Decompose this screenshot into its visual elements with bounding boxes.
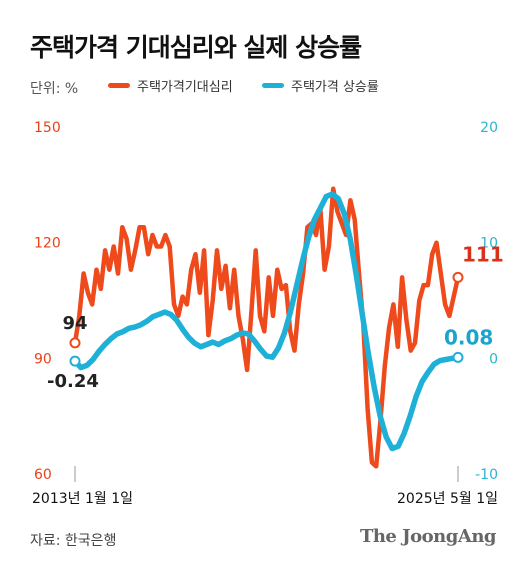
legend-swatch-expectation — [108, 83, 130, 88]
series-line-actual — [72, 191, 461, 452]
series-endpoints: 94 111 -0.24 0.08 — [47, 242, 504, 392]
x-axis: 2013년 1월 1일 2025년 5월 1일 — [32, 466, 498, 507]
x-label-end: 2025년 5월 1일 — [397, 491, 498, 507]
right-tick-label: -10 — [475, 467, 498, 483]
left-tick-label: 150 — [34, 120, 61, 136]
left-tick-label: 120 — [34, 236, 61, 252]
series-line-expectation — [72, 186, 461, 469]
expectation-first-point — [69, 337, 81, 349]
right-tick-label: 20 — [480, 120, 498, 136]
right-axis-ticks: 20 10 0 -10 — [475, 120, 498, 483]
expectation-end-label: 111 — [462, 242, 504, 266]
legend-item-actual: 주택가격 상승률 — [262, 76, 379, 95]
chart-title: 주택가격 기대심리와 실제 상승률 — [30, 33, 362, 62]
series-lines — [72, 186, 461, 469]
legend-swatch-actual — [262, 83, 284, 88]
actual-start-label: -0.24 — [47, 371, 99, 392]
legend-label-expectation: 주택가격기대심리 — [137, 80, 233, 95]
source-note: 자료: 한국은행 — [30, 533, 117, 549]
left-tick-label: 90 — [34, 351, 52, 367]
unit-label: 단위: % — [30, 81, 79, 97]
brand-logo: The JoongAng — [359, 526, 497, 547]
actual-first-point — [69, 355, 81, 367]
legend-item-expectation: 주택가격기대심리 — [108, 76, 233, 95]
x-label-start: 2013년 1월 1일 — [32, 491, 133, 507]
left-axis-ticks: 150 120 90 60 — [34, 120, 61, 483]
right-tick-label: 0 — [489, 351, 498, 367]
expectation-last-point — [452, 271, 464, 283]
actual-end-label: 0.08 — [444, 325, 493, 349]
actual-last-point — [452, 351, 464, 363]
left-tick-label: 60 — [34, 467, 52, 483]
expectation-start-label: 94 — [62, 313, 87, 334]
legend-label-actual: 주택가격 상승률 — [291, 80, 379, 95]
right-tick-label: 10 — [480, 236, 498, 252]
